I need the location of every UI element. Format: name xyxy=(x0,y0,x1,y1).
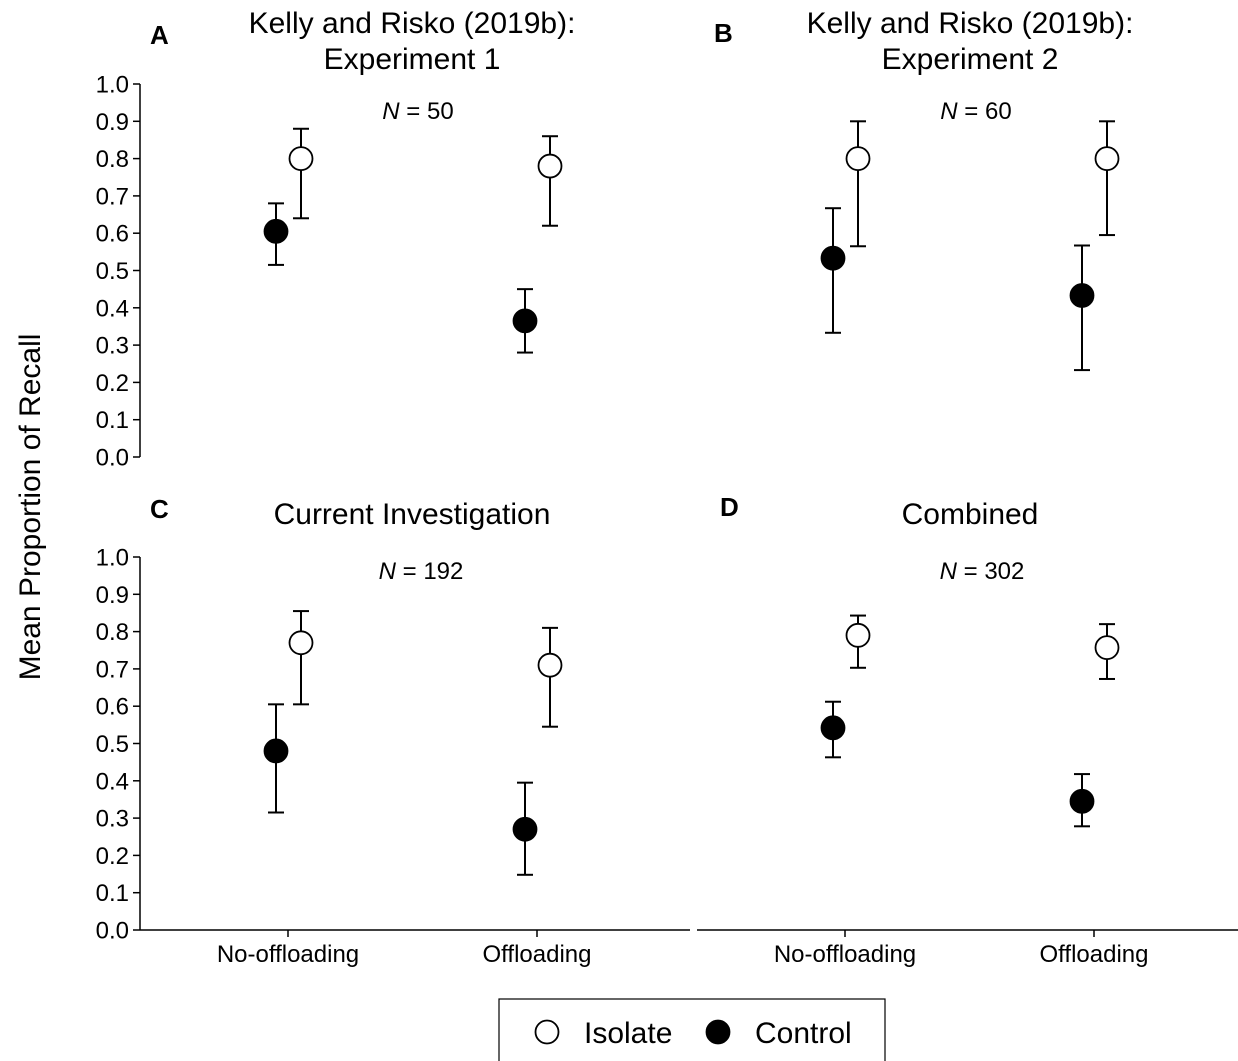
panel-title-line: Kelly and Risko (2019b): xyxy=(249,7,576,40)
legend-control-marker xyxy=(705,1019,731,1045)
data-point-isolate xyxy=(537,652,563,678)
legend-isolate-label: Isolate xyxy=(584,1017,672,1050)
data-point-control xyxy=(263,218,289,244)
data-point-control xyxy=(820,715,846,741)
sample-size-label: N = 302 xyxy=(940,558,1025,585)
sample-size-label: N = 50 xyxy=(382,98,453,125)
data-point-control xyxy=(1069,283,1095,308)
legend-box xyxy=(498,998,886,1061)
panel-title-line: Experiment 1 xyxy=(324,43,501,76)
y-tick-label: 0.7 xyxy=(96,656,129,683)
data-point-isolate xyxy=(288,630,314,656)
data-point-control xyxy=(1069,788,1095,814)
y-tick-label: 0.9 xyxy=(96,109,129,136)
y-tick-label: 0.5 xyxy=(96,731,129,758)
y-tick-label: 1.0 xyxy=(96,72,129,99)
y-axis-label: Mean Proportion of Recall xyxy=(14,334,47,681)
y-tick-label: 0.3 xyxy=(96,333,129,360)
error-bar-isolate xyxy=(293,610,309,706)
panel-b: B Kelly and Risko (2019b):Experiment 2 N =… xyxy=(714,7,1134,372)
data-point-control xyxy=(512,816,538,842)
y-tick-label: 0.2 xyxy=(96,843,129,870)
data-point-control xyxy=(263,738,289,764)
y-tick-label: 0.8 xyxy=(96,619,129,646)
data-point-isolate xyxy=(537,153,563,179)
panel-title-line: Combined xyxy=(902,498,1039,531)
data-point-isolate xyxy=(288,146,314,172)
y-tick-label: 0.0 xyxy=(96,918,129,945)
data-point-isolate xyxy=(845,146,871,172)
error-bar-isolate xyxy=(1099,120,1115,237)
panel-d: D Combined N = 302 No-offloading Offloading xyxy=(697,492,1238,968)
error-bar-isolate xyxy=(293,127,309,220)
panel-letter: A xyxy=(150,20,169,50)
y-tick-label: 0.4 xyxy=(96,768,129,795)
y-tick-label: 0.3 xyxy=(96,806,129,833)
data-point-isolate xyxy=(1094,635,1120,661)
legend-isolate-marker xyxy=(534,1019,560,1045)
panel-title-line: Current Investigation xyxy=(274,498,551,531)
y-tick-label: 0.1 xyxy=(96,880,129,907)
panel-title-line: Kelly and Risko (2019b): xyxy=(807,7,1134,40)
sample-size-label: N = 192 xyxy=(379,558,464,585)
y-tick-label: 0.2 xyxy=(96,370,129,397)
legend: Isolate Control xyxy=(498,998,886,1061)
panel-letter: D xyxy=(720,492,739,522)
y-tick-label: 0.6 xyxy=(96,221,129,248)
data-point-isolate xyxy=(1094,146,1120,172)
x-tick-label: No-offloading xyxy=(774,941,916,968)
panel-title-line: Experiment 2 xyxy=(882,43,1059,76)
data-point-isolate xyxy=(845,622,871,648)
error-bar-isolate xyxy=(542,135,558,227)
panel-letter: B xyxy=(714,18,733,48)
y-tick-label: 0.0 xyxy=(96,445,129,472)
panel-letter: C xyxy=(150,494,169,524)
y-tick-label: 0.7 xyxy=(96,183,129,210)
error-bar-isolate xyxy=(850,120,866,248)
y-tick-label: 0.6 xyxy=(96,694,129,721)
x-tick-label: Offloading xyxy=(483,941,592,968)
panel-c: C Current Investigation N = 192 0.0 0.1 0.2 0.… xyxy=(96,494,690,968)
x-tick-label: Offloading xyxy=(1040,941,1149,968)
y-tick-label: 0.9 xyxy=(96,582,129,609)
panel-a: A Kelly and Risko (2019b):Experiment 1 N =… xyxy=(96,7,576,472)
y-tick-label: 0.5 xyxy=(96,258,129,285)
sample-size-label: N = 60 xyxy=(940,98,1011,125)
data-point-control xyxy=(512,308,538,334)
y-tick-label: 0.1 xyxy=(96,407,129,434)
x-tick-label: No-offloading xyxy=(217,941,359,968)
y-tick-label: 1.0 xyxy=(96,545,129,572)
data-point-control xyxy=(820,245,846,271)
y-tick-label: 0.8 xyxy=(96,146,129,173)
y-tick-label: 0.4 xyxy=(96,295,129,322)
legend-control-label: Control xyxy=(755,1017,852,1050)
